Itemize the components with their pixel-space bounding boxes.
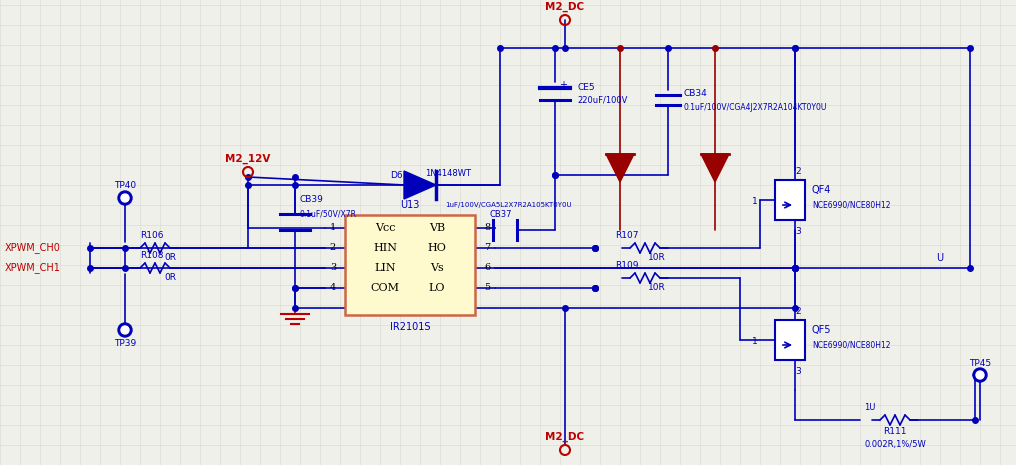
- Text: QF5: QF5: [812, 325, 831, 335]
- Text: R106: R106: [140, 232, 164, 240]
- Text: +: +: [559, 80, 567, 90]
- Text: 3: 3: [796, 367, 801, 377]
- Text: CB39: CB39: [299, 195, 323, 205]
- Text: 1: 1: [752, 198, 758, 206]
- Text: 6: 6: [484, 264, 490, 272]
- Text: CB37: CB37: [490, 211, 512, 219]
- Text: Vcc: Vcc: [375, 223, 395, 233]
- Text: CB34: CB34: [684, 88, 708, 98]
- Text: R111: R111: [883, 427, 906, 437]
- Text: 8: 8: [484, 224, 490, 232]
- Text: HO: HO: [428, 243, 446, 253]
- Text: IR2101S: IR2101S: [390, 322, 430, 332]
- Circle shape: [118, 191, 132, 205]
- Text: D6: D6: [390, 171, 402, 179]
- Circle shape: [121, 194, 129, 202]
- Text: M2_DC: M2_DC: [546, 2, 584, 12]
- Text: XPWM_CH0: XPWM_CH0: [5, 243, 61, 253]
- Circle shape: [121, 326, 129, 334]
- Text: HIN: HIN: [373, 243, 397, 253]
- Text: 0R: 0R: [164, 253, 176, 263]
- Circle shape: [118, 323, 132, 337]
- Text: 2: 2: [796, 167, 801, 177]
- Text: 2: 2: [330, 244, 336, 252]
- Text: M2_DC: M2_DC: [546, 432, 584, 442]
- Text: M2_12V: M2_12V: [226, 154, 270, 164]
- Text: VB: VB: [429, 223, 445, 233]
- Text: 0.1uF/50V/X7R: 0.1uF/50V/X7R: [299, 210, 356, 219]
- Text: U: U: [937, 253, 944, 263]
- Text: Vs: Vs: [430, 263, 444, 273]
- Text: TP45: TP45: [969, 359, 991, 367]
- Text: 1N4148WT: 1N4148WT: [425, 168, 471, 178]
- Text: R109: R109: [616, 261, 639, 271]
- Circle shape: [973, 368, 987, 382]
- Text: 220uF/100V: 220uF/100V: [577, 95, 627, 105]
- Polygon shape: [404, 171, 436, 199]
- Text: COM: COM: [371, 283, 399, 293]
- Text: 1: 1: [330, 224, 336, 232]
- Text: 5: 5: [484, 284, 490, 292]
- Text: CE5: CE5: [577, 84, 594, 93]
- Text: QF4: QF4: [812, 185, 831, 195]
- Text: 7: 7: [484, 244, 490, 252]
- Text: 1: 1: [752, 338, 758, 346]
- Text: R107: R107: [616, 232, 639, 240]
- Text: 4: 4: [330, 284, 336, 292]
- Text: 10R: 10R: [648, 253, 665, 263]
- Text: 0.002R,1%/5W: 0.002R,1%/5W: [865, 439, 926, 449]
- Polygon shape: [701, 154, 729, 182]
- Text: TP39: TP39: [114, 339, 136, 348]
- Text: NCE6990/NCE80H12: NCE6990/NCE80H12: [812, 340, 890, 350]
- Polygon shape: [606, 154, 634, 182]
- Text: 3: 3: [330, 264, 336, 272]
- Text: LO: LO: [429, 283, 445, 293]
- FancyBboxPatch shape: [345, 215, 475, 315]
- FancyBboxPatch shape: [775, 180, 805, 220]
- Text: 1uF/100V/CGA5L2X7R2A105KT0Y0U: 1uF/100V/CGA5L2X7R2A105KT0Y0U: [445, 202, 572, 208]
- Text: XPWM_CH1: XPWM_CH1: [5, 263, 61, 273]
- Text: LIN: LIN: [374, 263, 396, 273]
- Text: 1U: 1U: [865, 404, 876, 412]
- Text: 0R: 0R: [164, 273, 176, 283]
- Text: 0.1uF/100V/CGA4J2X7R2A104KT0Y0U: 0.1uF/100V/CGA4J2X7R2A104KT0Y0U: [684, 102, 827, 112]
- FancyBboxPatch shape: [775, 320, 805, 360]
- Circle shape: [976, 371, 985, 379]
- Text: TP40: TP40: [114, 181, 136, 191]
- Text: R108: R108: [140, 252, 164, 260]
- Text: U13: U13: [400, 200, 420, 210]
- Text: 2: 2: [796, 307, 801, 317]
- Text: 10R: 10R: [648, 284, 665, 292]
- Text: NCE6990/NCE80H12: NCE6990/NCE80H12: [812, 200, 890, 210]
- Text: 3: 3: [796, 227, 801, 237]
